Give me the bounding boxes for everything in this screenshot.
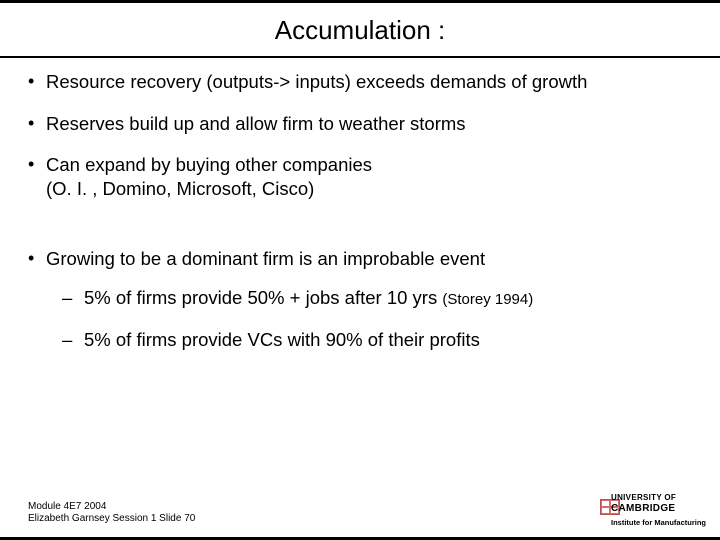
sub-bullet-text: 5% of firms provide 50% + jobs after 10 … <box>84 287 442 308</box>
bullet-text: (O. I. , Domino, Microsoft, Cisco) <box>46 178 314 199</box>
brand-line: UNIVERSITY OF <box>611 493 706 503</box>
bullet-text: Growing to be a dominant firm is an impr… <box>46 248 485 269</box>
bullet-item: Can expand by buying other companies (O.… <box>28 153 692 200</box>
bullet-item: Resource recovery (outputs-> inputs) exc… <box>28 70 692 94</box>
sub-bullet-item: 5% of firms provide 50% + jobs after 10 … <box>62 286 692 310</box>
brand-line: Institute for Manufacturing <box>611 518 706 527</box>
bullet-list: Resource recovery (outputs-> inputs) exc… <box>28 70 692 352</box>
slide-footer: Module 4E7 2004 Elizabeth Garnsey Sessio… <box>28 501 195 525</box>
bullet-text: Resource recovery (outputs-> inputs) exc… <box>46 71 587 92</box>
university-brand: UNIVERSITY OF CAMBRIDGE Institute for Ma… <box>611 493 706 527</box>
slide-body: Resource recovery (outputs-> inputs) exc… <box>0 58 720 352</box>
citation: (Storey 1994) <box>442 291 533 308</box>
footer-line: Elizabeth Garnsey Session 1 Slide 70 <box>28 513 195 525</box>
slide-title: Accumulation : <box>0 3 720 56</box>
bullet-item: Reserves build up and allow firm to weat… <box>28 112 692 136</box>
bullet-text: Can expand by buying other companies <box>46 154 372 175</box>
footer-line: Module 4E7 2004 <box>28 501 195 513</box>
slide-frame: Accumulation : Resource recovery (output… <box>0 0 720 540</box>
sub-bullet-list: 5% of firms provide 50% + jobs after 10 … <box>46 286 692 351</box>
sub-bullet-text: 5% of firms provide VCs with 90% of thei… <box>84 329 480 350</box>
bullet-item: Growing to be a dominant firm is an impr… <box>28 247 692 352</box>
bullet-text: Reserves build up and allow firm to weat… <box>46 113 466 134</box>
sub-bullet-item: 5% of firms provide VCs with 90% of thei… <box>62 328 692 352</box>
brand-line: CAMBRIDGE <box>611 503 706 516</box>
